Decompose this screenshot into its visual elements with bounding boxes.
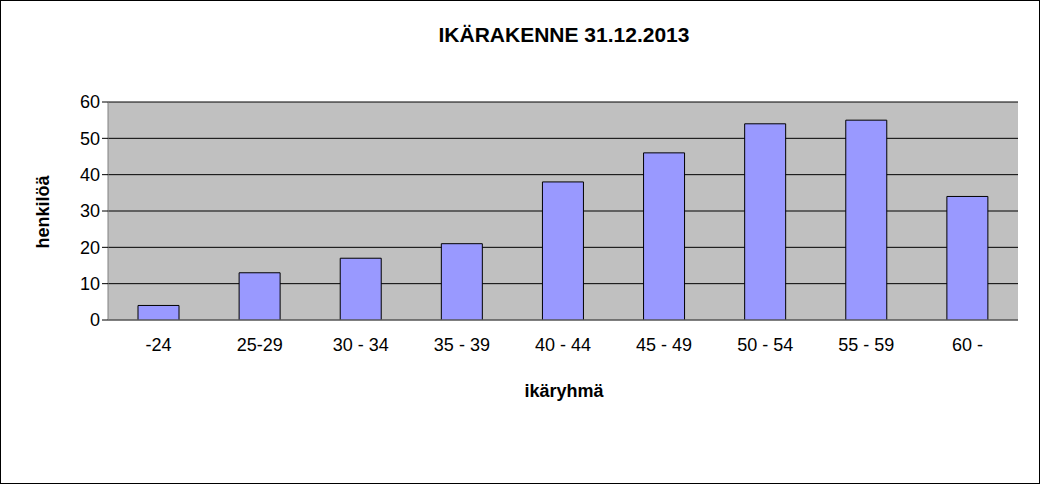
svg-text:25-29: 25-29 xyxy=(237,335,283,355)
svg-text:50 - 54: 50 - 54 xyxy=(737,335,793,355)
html-text:IKÄRAKENNE 31.12.2013: IKÄRAKENNE 31.12.2013 xyxy=(438,23,690,46)
svg-text:55 - 59: 55 - 59 xyxy=(838,335,894,355)
svg-text:35 - 39: 35 - 39 xyxy=(434,335,490,355)
html-text:ikäryhmä: ikäryhmä xyxy=(524,381,604,401)
svg-text:40 - 44: 40 - 44 xyxy=(535,335,591,355)
svg-text:10: 10 xyxy=(80,274,100,294)
svg-text:30: 30 xyxy=(80,201,100,221)
html-text:henkilöä: henkilöä xyxy=(32,175,53,249)
svg-text:0: 0 xyxy=(90,310,100,330)
svg-text:60 -: 60 - xyxy=(952,335,983,355)
svg-text:40: 40 xyxy=(80,165,100,185)
svg-text:50: 50 xyxy=(80,129,100,149)
svg-text:-24: -24 xyxy=(146,335,172,355)
svg-text:45 - 49: 45 - 49 xyxy=(636,335,692,355)
svg-text:60: 60 xyxy=(80,92,100,112)
svg-text:20: 20 xyxy=(80,238,100,258)
svg-text:30 - 34: 30 - 34 xyxy=(333,335,389,355)
